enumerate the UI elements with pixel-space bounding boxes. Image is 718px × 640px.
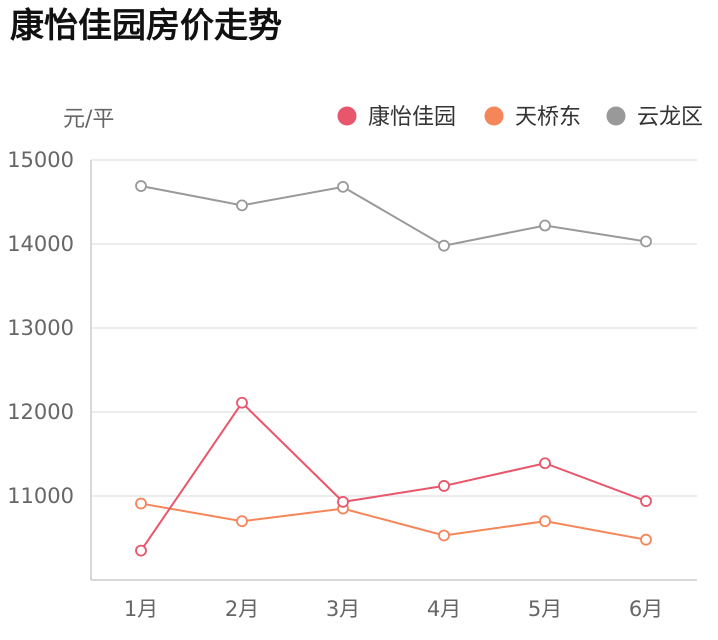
series-lines	[135, 180, 652, 557]
x-tick-label: 4月	[427, 597, 461, 621]
legend-marker-0[interactable]	[337, 106, 357, 126]
x-tick-label: 6月	[629, 597, 663, 621]
data-point[interactable]	[236, 515, 248, 528]
tick-labels: 11000 12000 13000 14000 15000 1月 2月 3月 4月 5月 6月 元/平	[7, 107, 663, 621]
data-point[interactable]	[337, 180, 349, 193]
data-point[interactable]	[640, 533, 652, 546]
data-point[interactable]	[135, 497, 147, 510]
data-point[interactable]	[640, 495, 652, 507]
data-point[interactable]	[438, 480, 450, 492]
series-line-1	[140, 502, 647, 541]
y-tick-label: 13000	[7, 316, 74, 340]
data-point[interactable]	[337, 495, 349, 508]
y-tick-label: 14000	[7, 232, 74, 256]
data-point[interactable]	[539, 515, 551, 528]
legend: 康怡佳园 天桥东 云龙区	[337, 105, 703, 130]
data-point[interactable]	[640, 235, 652, 248]
data-point[interactable]	[236, 199, 248, 212]
y-axis-unit: 元/平	[63, 107, 114, 132]
legend-marker-2[interactable]	[606, 106, 626, 126]
y-tick-label: 15000	[7, 148, 74, 172]
x-tick-label: 2月	[225, 597, 259, 621]
x-tick-label: 5月	[528, 597, 562, 621]
x-tick-label: 1月	[124, 597, 158, 621]
grid-lines	[91, 159, 697, 497]
legend-label-2[interactable]: 云龙区	[637, 105, 703, 130]
x-tick-label: 3月	[326, 597, 360, 621]
data-point[interactable]	[135, 180, 147, 192]
data-point[interactable]	[438, 239, 450, 252]
y-tick-label: 12000	[7, 400, 74, 424]
data-point[interactable]	[539, 457, 551, 470]
data-point[interactable]	[236, 396, 248, 409]
legend-label-0[interactable]: 康怡佳园	[368, 105, 456, 130]
legend-marker-1[interactable]	[484, 106, 504, 126]
y-tick-label: 11000	[7, 484, 74, 508]
data-point[interactable]	[438, 529, 450, 542]
chart-title: 康怡佳园房价走势	[10, 6, 282, 46]
legend-label-1[interactable]: 天桥东	[515, 105, 581, 130]
series-line-2	[140, 185, 647, 247]
axes	[90, 160, 697, 581]
data-point[interactable]	[539, 219, 551, 232]
data-point[interactable]	[135, 544, 147, 557]
series-line-0	[140, 401, 647, 552]
